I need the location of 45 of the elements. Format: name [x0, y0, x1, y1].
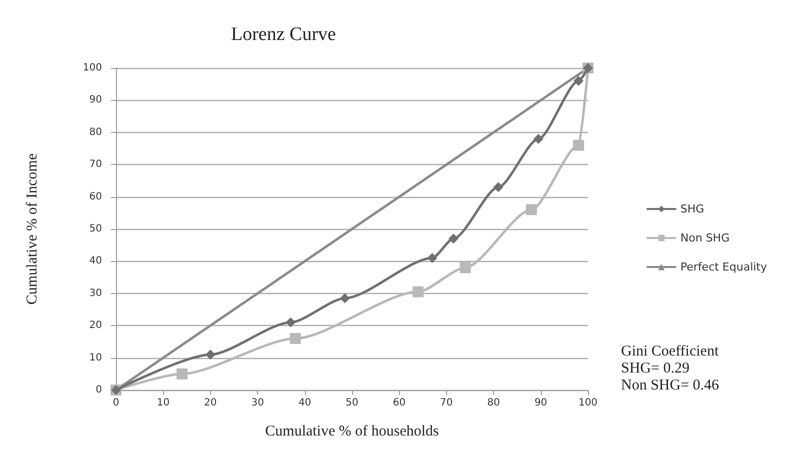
x-tick-label: 0: [112, 398, 120, 408]
point: [286, 317, 296, 328]
point: [290, 332, 301, 344]
legend-label: SHG: [680, 202, 704, 216]
x-tick-label: 100: [578, 398, 598, 408]
y-tick-label: 40: [89, 256, 102, 267]
y-tick-label: 80: [89, 126, 102, 138]
y-tick-label: 30: [89, 288, 102, 299]
legend-label: Perfect Equality: [680, 260, 768, 274]
y-tick-label: 10: [89, 352, 102, 364]
x-axis-title: Cumulative % of households: [265, 424, 440, 440]
point: [340, 293, 350, 304]
x-tick-label: 60: [392, 398, 406, 408]
point: [533, 134, 544, 144]
point: [176, 368, 188, 380]
point: [205, 350, 216, 360]
x-tick-label: 10: [156, 398, 170, 408]
point: [573, 140, 584, 151]
point: [448, 234, 458, 244]
y-tick-label: 50: [89, 224, 102, 234]
y-tick-label: 0: [96, 384, 102, 396]
x-tick-label: 50: [346, 398, 358, 408]
point: [412, 286, 424, 298]
y-tick-label: 20: [89, 320, 102, 332]
x-tick-label: 20: [204, 398, 217, 408]
y-tick-label: 70: [89, 159, 102, 170]
point: [493, 182, 504, 192]
x-tick-label: 70: [440, 398, 453, 408]
text: SHG= 0.29: [621, 360, 690, 376]
point: [427, 252, 438, 263]
x-tick-label: 80: [487, 398, 500, 408]
y-tick-label: 90: [89, 94, 102, 106]
y-axis-title: Cumulative % of Income: [24, 153, 40, 305]
y-tick-label: 100: [82, 62, 102, 74]
chart-title: Lorenz Curve: [231, 24, 336, 45]
y-tick-label: 60: [89, 191, 102, 202]
x-tick-label: 30: [251, 398, 264, 408]
text: Gini Coefficient: [621, 344, 720, 360]
text: Non SHG= 0.46: [621, 378, 720, 394]
x-tick-label: 90: [534, 398, 548, 408]
legend-label: Non SHG: [680, 232, 730, 244]
point: [574, 76, 584, 86]
point: [460, 262, 471, 274]
x-tick-label: 40: [298, 398, 312, 408]
point: [526, 204, 537, 216]
